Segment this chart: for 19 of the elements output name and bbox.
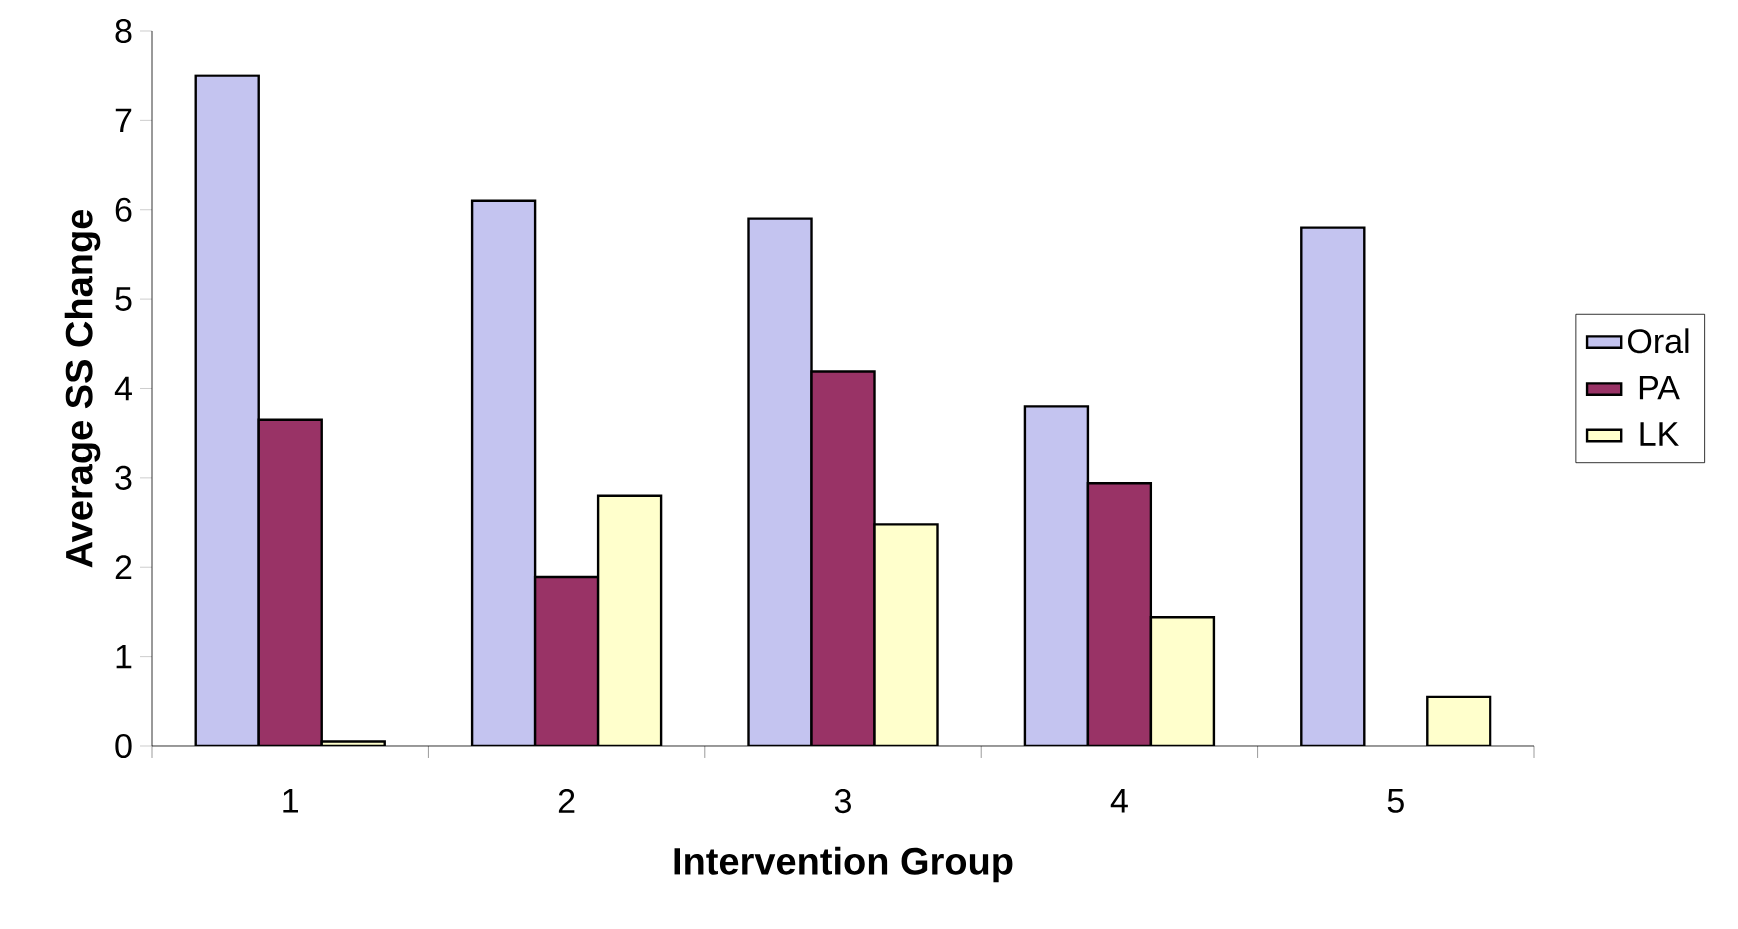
y-tick-label: 2 xyxy=(115,555,132,580)
y-tick-label: 6 xyxy=(115,197,132,222)
y-axis-title: Average SS Change xyxy=(64,209,101,568)
x-tick-label: 1 xyxy=(283,789,299,813)
x-tick-label: 5 xyxy=(1387,789,1404,813)
y-tick-label: 7 xyxy=(115,108,132,133)
legend-label: LK xyxy=(1640,422,1679,446)
y-tick-label: 8 xyxy=(115,18,132,44)
y-tick-label: 1 xyxy=(116,644,132,669)
legend-label: PA xyxy=(1639,375,1680,400)
x-tick-label: 2 xyxy=(558,789,575,813)
legend-label: Oral xyxy=(1628,328,1689,354)
y-tick-label: 0 xyxy=(115,733,132,759)
y-tick-label: 4 xyxy=(114,376,132,401)
x-tick-label: 3 xyxy=(834,789,851,814)
y-tick-label: 5 xyxy=(115,287,132,311)
y-tick-label: 3 xyxy=(115,465,132,490)
x-axis-title: Intervention Group xyxy=(674,846,1013,883)
x-tick-label: 4 xyxy=(1110,789,1128,813)
